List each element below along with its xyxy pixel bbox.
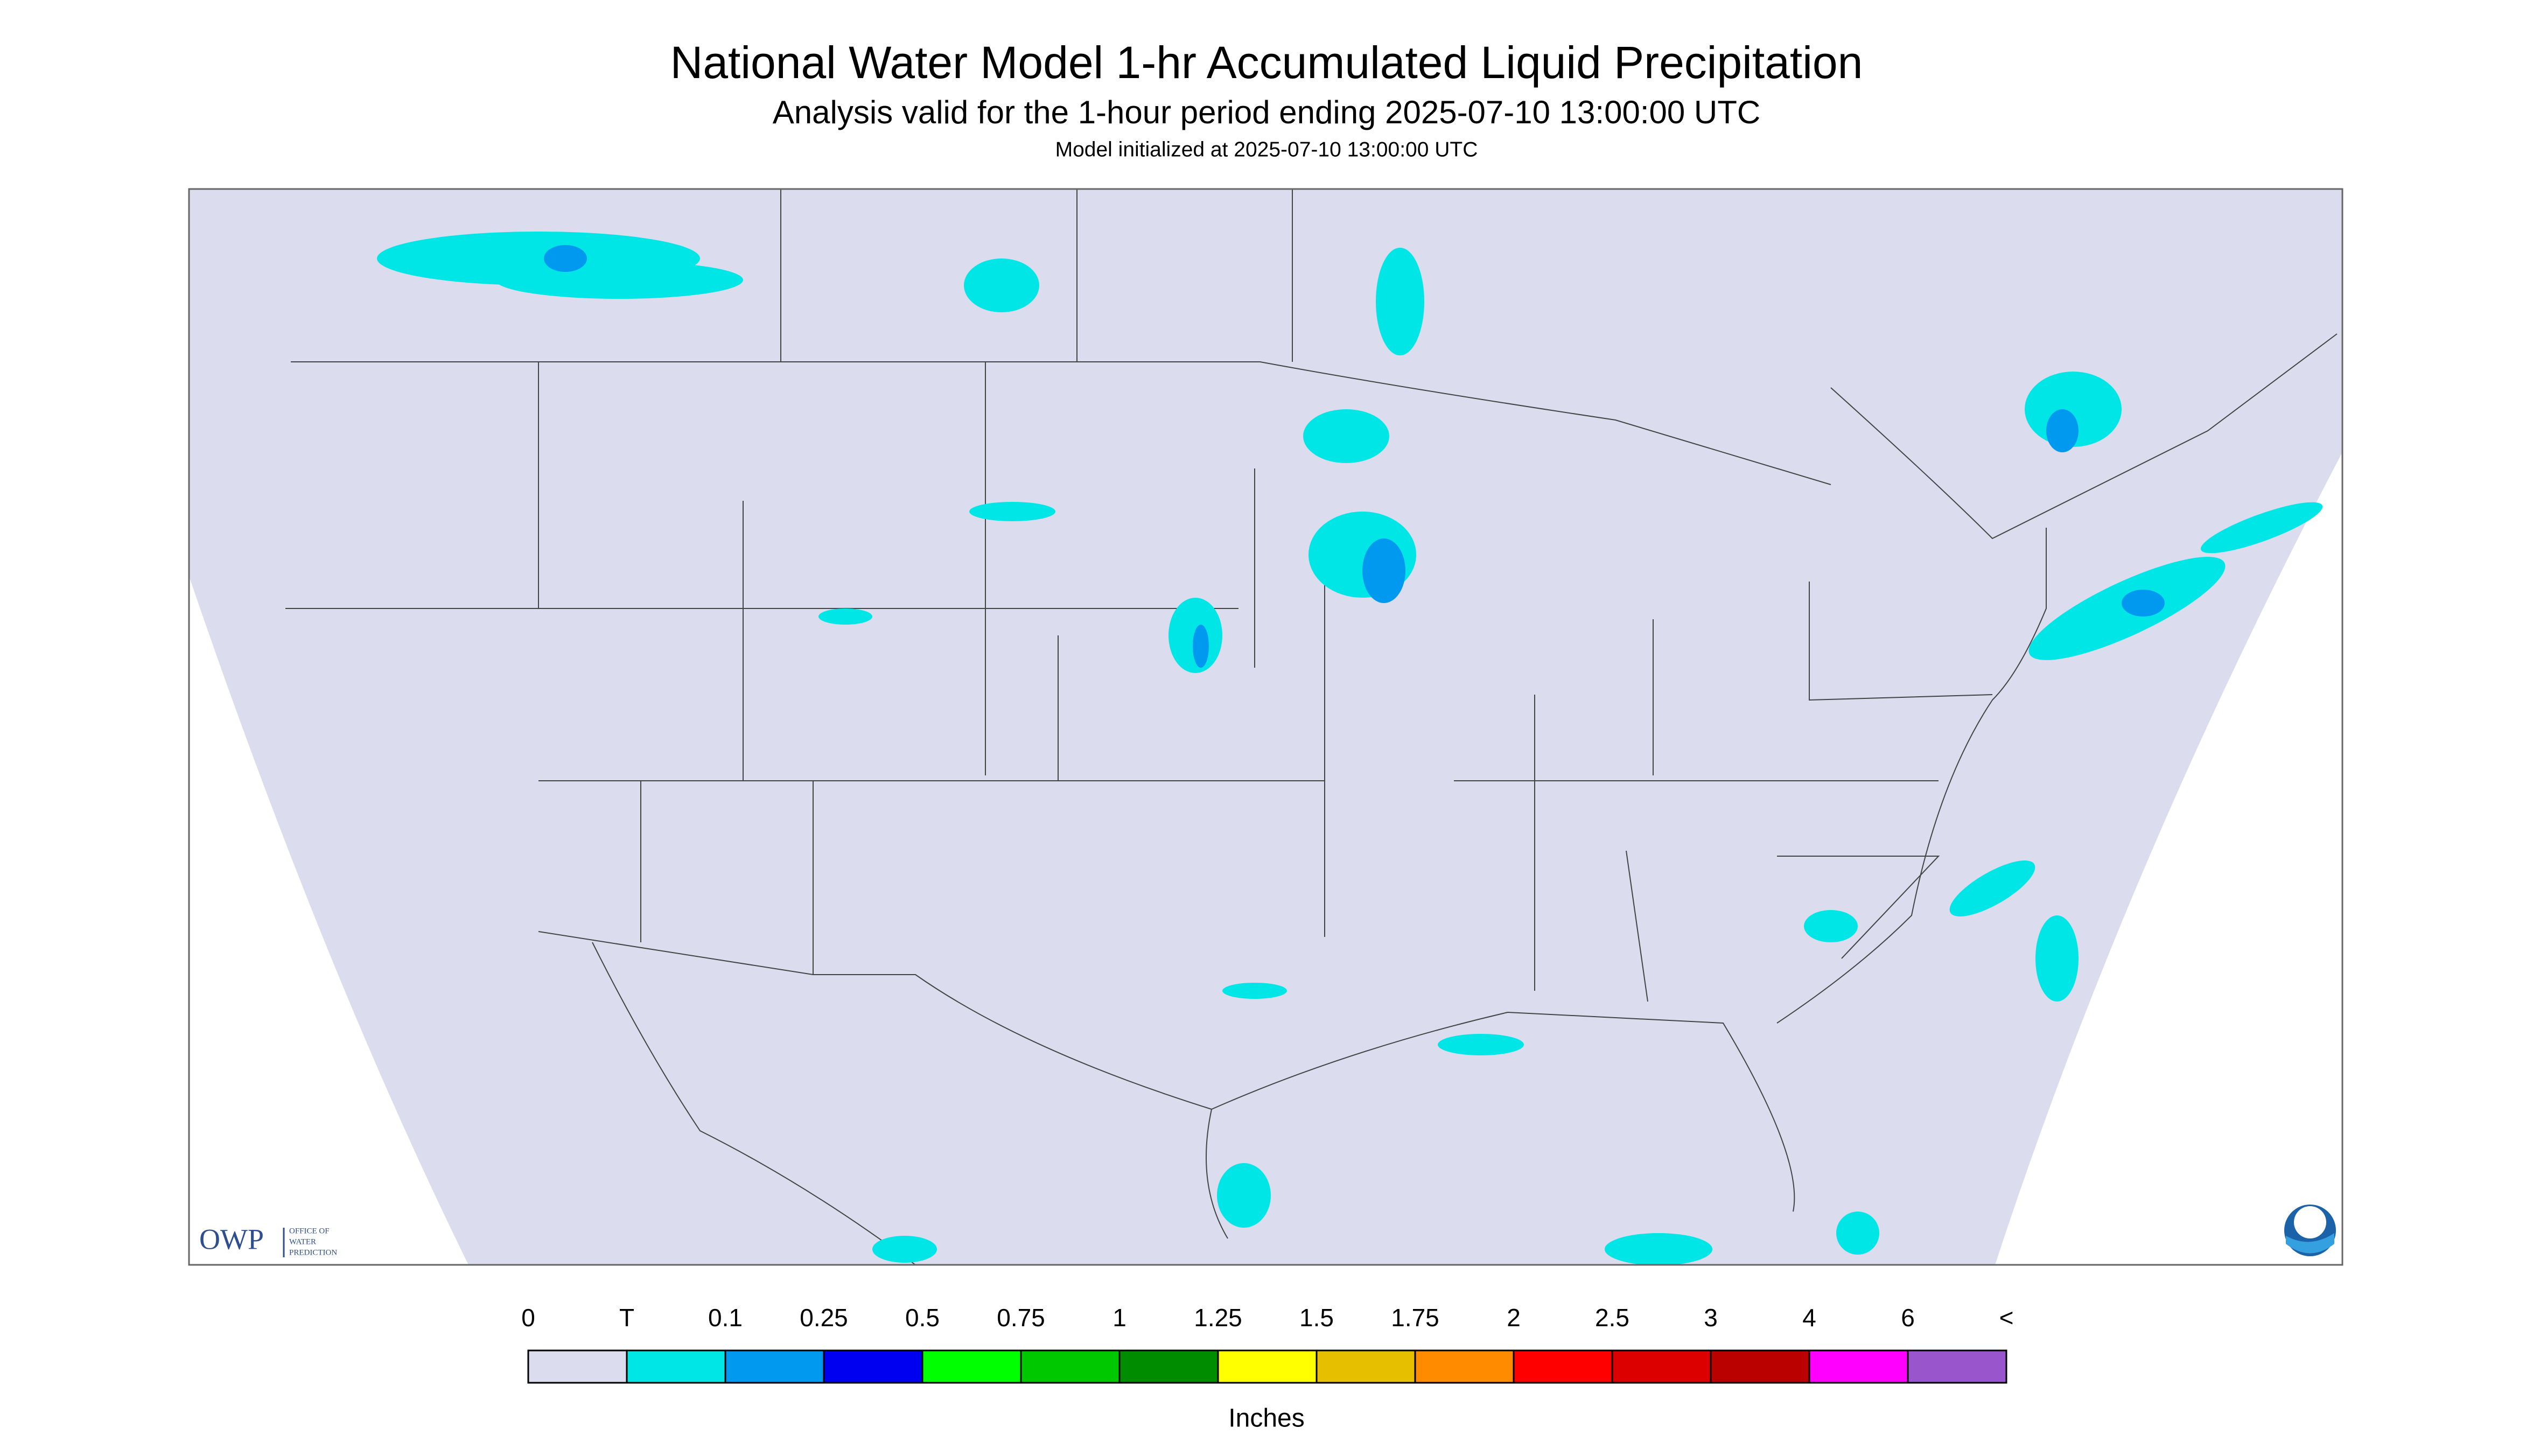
logo-text: OFFICE OF [289,1227,330,1235]
map-background [189,189,2342,1265]
legend-swatch [626,1349,726,1384]
legend-swatch [1414,1349,1515,1384]
legend-swatch [1217,1349,1318,1384]
legend-swatch [1710,1349,1810,1384]
init-time: Model initialized at 2025-07-10 13:00:00… [1055,138,1478,161]
legend-label: 2.5 [1595,1304,1629,1332]
legend-label: 0.5 [905,1304,940,1332]
noaa-logo [2284,1205,2336,1256]
legend-label: T [619,1304,634,1332]
logo-text: PREDICTION [289,1248,337,1257]
legend-label: 2 [1507,1304,1521,1332]
legend-label: 0.75 [997,1304,1045,1332]
logo-abbr: OWP [199,1223,264,1255]
map-frame [188,188,2343,1266]
projection-edge [189,576,468,1265]
legend-label: 0 [521,1304,535,1332]
legend-label: 6 [1901,1304,1915,1332]
legend-label: 0.1 [708,1304,743,1332]
legend-swatch [1020,1349,1121,1384]
legend-label: 1.25 [1194,1304,1242,1332]
legend-swatch [1907,1349,2007,1384]
map: OWP OFFICE OF WATER PREDICTION [188,188,2343,1266]
legend-swatch [1611,1349,1712,1384]
legend-swatch [1808,1349,1909,1384]
legend-swatch [823,1349,923,1384]
legend-swatch [1118,1349,1219,1384]
legend-label: 3 [1704,1304,1718,1332]
legend-units: Inches [1228,1404,1304,1433]
legend-swatch [527,1349,628,1384]
legend-label: 1.5 [1299,1304,1334,1332]
legend-label: 1.75 [1391,1304,1439,1332]
legend-label: 0.25 [800,1304,848,1332]
legend-label: 1 [1112,1304,1126,1332]
boundaries [285,189,2338,1265]
legend: Inches 0 T 0.1 0.25 0.5 0.75 1 1.25 1.5 1.75 2 2.5 3… [521,1304,2013,1433]
legend-label: < [1999,1304,2014,1332]
legend-label: 4 [1802,1304,1816,1332]
subtitle: Analysis valid for the 1-hour period end… [773,94,1760,130]
logo-text: WATER [289,1237,316,1246]
title: National Water Model 1-hr Accumulated Li… [670,37,1863,88]
legend-swatch [921,1349,1022,1384]
legend-swatch [724,1349,825,1384]
legend-swatch [1513,1349,1613,1384]
owp-logo: OWP OFFICE OF WATER PREDICTION [199,1223,337,1257]
precipitation [377,232,2323,1265]
legend-swatch [1316,1349,1416,1384]
projection-edge [1995,452,2342,1265]
